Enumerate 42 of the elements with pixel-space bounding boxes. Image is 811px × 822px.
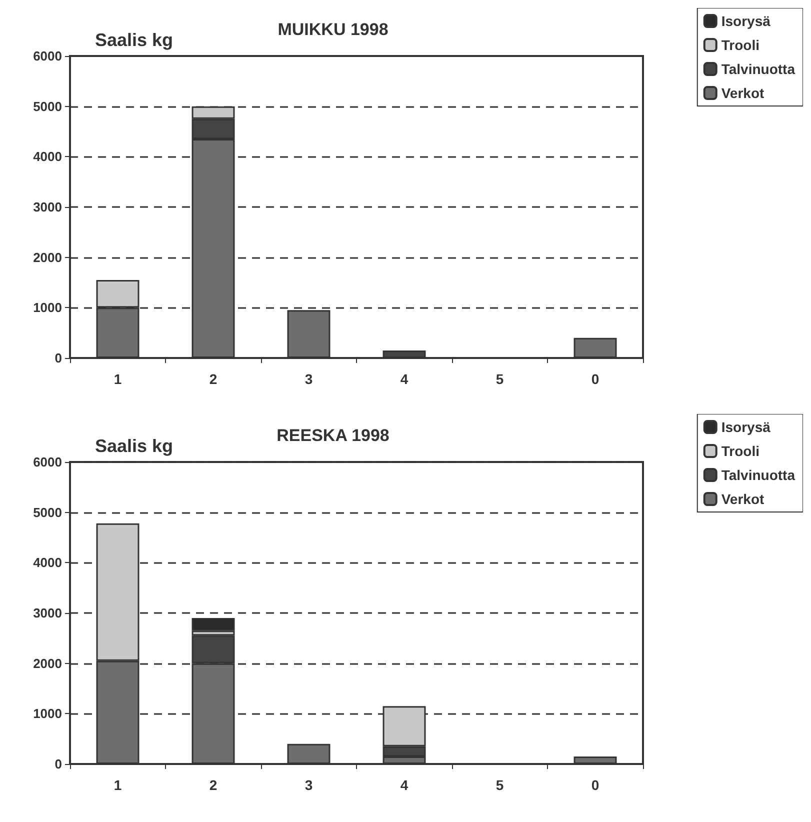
y-tick-label: 4000 [33,149,62,164]
y-tick-label: 3000 [33,606,62,620]
x-tick-label: 5 [496,777,504,793]
y-tick-label: 5000 [33,98,62,114]
legend-label: Verkot [721,491,765,507]
y-tick-label: 1000 [33,706,62,722]
x-tick-label: 1 [114,777,122,793]
y-tick-label: 6000 [33,454,62,470]
y-tick-label: 2000 [33,656,62,671]
chart-title: REESKA 1998 [276,426,390,445]
x-tick-label: 3 [304,777,313,793]
legend-label: Talvinuotta [721,467,796,483]
y-tick-label: 2000 [33,250,62,265]
legend-label: Isorysä [721,13,771,29]
x-tick-label: 3 [304,371,313,387]
legend-label: Trooli [721,443,760,459]
x-tick-label: 4 [400,371,408,387]
x-tick-label: 2 [209,371,218,387]
y-axis-title: Saalis kg [95,436,174,456]
bar [287,744,330,764]
y-tick-label: 6000 [33,48,62,64]
legend-label: Isorysä [721,419,771,435]
y-tick-label: 4000 [33,555,62,570]
y-tick-label: 5000 [33,504,62,520]
bar [382,350,426,358]
x-tick-label: 2 [209,777,218,793]
bar [574,338,617,358]
y-tick-label: 0 [54,350,62,366]
x-tick-label: 1 [114,371,122,387]
x-tick-label: 0 [591,371,600,387]
bar [574,756,617,764]
legend-label: Verkot [721,85,765,101]
y-tick-label: 1000 [33,300,62,316]
x-tick-label: 5 [496,371,504,387]
y-tick-label: 3000 [33,200,62,214]
x-tick-label: 4 [400,777,408,793]
legend-label: Trooli [721,37,760,53]
y-axis-title: Saalis kg [95,30,174,50]
legend-label: Talvinuotta [721,61,796,77]
x-tick-label: 0 [591,777,600,793]
chart-title: MUIKKU 1998 [278,20,388,39]
y-tick-label: 0 [54,756,62,772]
